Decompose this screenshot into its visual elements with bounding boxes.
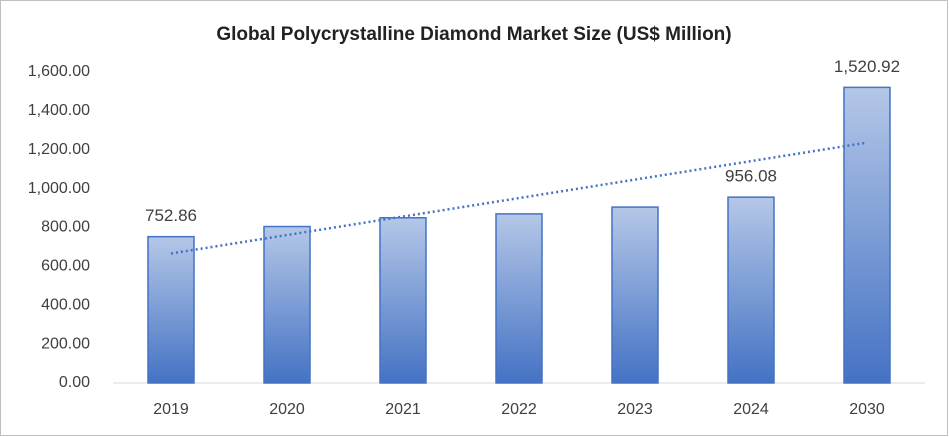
y-tick-label: 400.00 [41,296,90,313]
bar [379,217,427,384]
chart-title: Global Polycrystalline Diamond Market Si… [216,24,731,45]
y-tick-label: 1,000.00 [28,180,90,197]
bar [727,196,775,384]
x-tick-label: 2023 [617,401,653,418]
bar [611,206,659,384]
x-tick-label: 2020 [269,401,305,418]
y-tick-label: 1,400.00 [28,102,90,119]
y-tick-label: 0.00 [59,374,90,391]
value-label: 1,520.92 [834,57,900,76]
y-tick-label: 1,200.00 [28,141,90,158]
bar [147,235,195,384]
bar [843,86,891,384]
x-tick-label: 2022 [501,401,537,418]
y-tick-label: 1,600.00 [28,63,90,80]
x-tick-label: 2021 [385,401,421,418]
y-tick-label: 800.00 [41,219,90,236]
value-label: 956.08 [725,167,777,186]
x-tick-label: 2019 [153,401,189,418]
value-label: 752.86 [145,206,197,225]
bar [495,213,543,384]
y-tick-label: 200.00 [41,335,90,352]
bar [263,225,311,384]
x-tick-label: 2030 [849,401,885,418]
x-tick-label: 2024 [733,401,769,418]
y-tick-label: 600.00 [41,258,90,275]
